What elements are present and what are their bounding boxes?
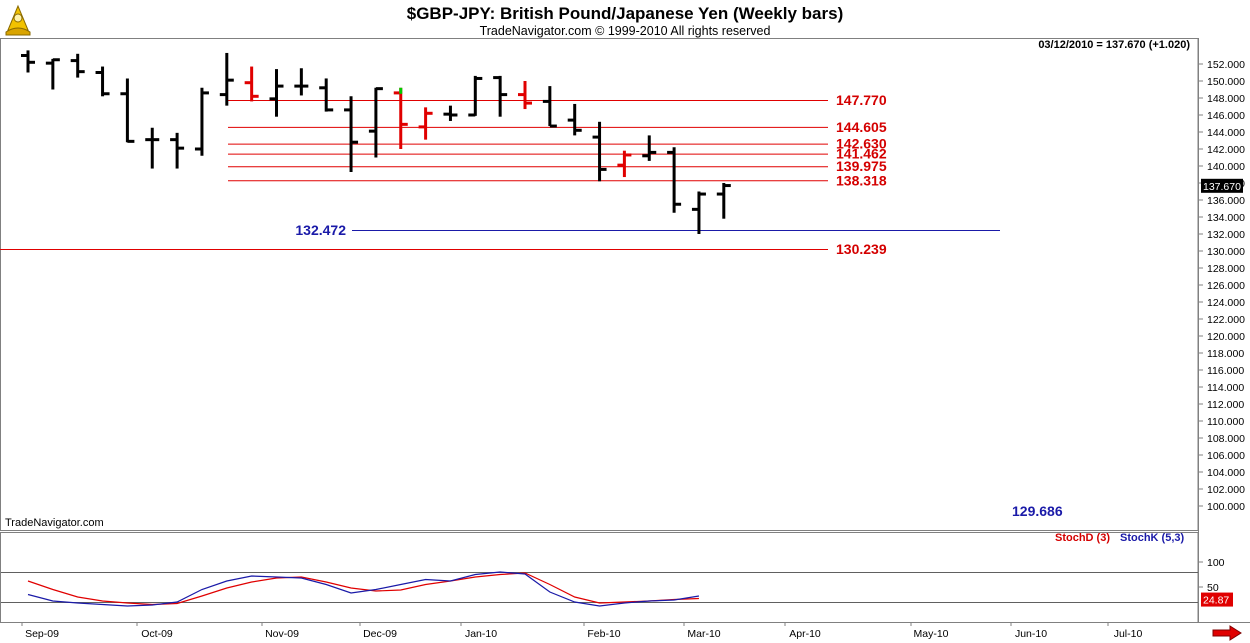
level-label: 130.239 (836, 241, 887, 257)
y-tick-label: 136.000 (1207, 195, 1245, 207)
stochd-line (27, 572, 699, 606)
y-tick-label: 118.000 (1207, 348, 1244, 360)
ohlc-bar (244, 66, 259, 102)
y-tick-label: 148.000 (1207, 93, 1245, 105)
y-tick-label: 126.000 (1207, 280, 1245, 292)
ohlc-bar (642, 135, 657, 161)
y-tick-label: 112.000 (1207, 399, 1244, 411)
ohlc-bar (493, 75, 508, 117)
y-tick-label: 140.000 (1207, 161, 1245, 173)
y-tick-label: 104.000 (1207, 467, 1245, 479)
ind-y-tick-label: 100 (1207, 557, 1225, 569)
y-tick-label: 116.000 (1207, 365, 1244, 377)
level-label: 139.975 (836, 158, 887, 174)
y-tick-label: 142.000 (1207, 144, 1245, 156)
y-tick-label: 124.000 (1207, 297, 1245, 309)
ohlc-bar (194, 87, 209, 156)
ind-y-tick-label: 50 (1207, 582, 1219, 594)
scroll-right-arrow-icon[interactable] (1212, 625, 1242, 641)
ohlc-bar (120, 78, 135, 143)
y-tick-label: 106.000 (1207, 450, 1245, 462)
ohlc-bar (667, 147, 682, 213)
x-tick-label: Nov-09 (265, 628, 299, 640)
y-tick-label: 144.000 (1207, 127, 1245, 139)
legend-stochd: StochD (3) (1055, 532, 1110, 544)
ohlc-bar (542, 86, 557, 128)
x-tick-label: Oct-09 (141, 628, 173, 640)
level-label: 138.318 (836, 172, 887, 188)
x-tick-label: Jun-10 (1015, 628, 1047, 640)
ohlc-bar (518, 81, 532, 110)
y-tick-label: 132.000 (1207, 229, 1245, 241)
x-tick-label: Dec-09 (363, 628, 397, 640)
ohlc-bar (418, 107, 433, 140)
last-price-badge (1201, 178, 1243, 193)
ohlc-bar (691, 191, 706, 234)
ohlc-bar (567, 103, 582, 136)
last-price-label: 137.670 (1203, 181, 1241, 193)
chart-title: $GBP-JPY: British Pound/Japanese Yen (We… (406, 4, 844, 23)
ohlc-bar (269, 69, 284, 117)
y-tick-label: 146.000 (1207, 110, 1245, 122)
x-tick-label: May-10 (913, 628, 948, 640)
y-tick-label: 128.000 (1207, 263, 1245, 275)
ohlc-bar (319, 78, 334, 112)
ohlc-bar (21, 50, 35, 73)
ind-last-label: 24.87 (1203, 595, 1229, 607)
ohlc-bar (617, 150, 632, 178)
ohlc-bar (716, 183, 731, 219)
level-label: 141.462 (836, 146, 887, 162)
y-tick-label: 122.000 (1207, 314, 1245, 326)
indicator-plot-frame (0, 532, 1199, 623)
ohlc-bar (70, 53, 85, 78)
ohlc-bar (443, 105, 458, 121)
ohlc-bar (393, 87, 408, 149)
x-tick-label: Feb-10 (587, 628, 620, 640)
ohlc-bar (219, 52, 234, 106)
ohlc-bar (368, 87, 383, 158)
y-tick-label: 102.000 (1207, 484, 1245, 496)
level-label: 147.770 (836, 92, 887, 108)
y-tick-label: 110.000 (1207, 416, 1244, 428)
x-tick-label: Mar-10 (687, 628, 720, 640)
watermark: TradeNavigator.com (5, 517, 104, 529)
extra-level-label: 129.686 (1012, 503, 1063, 519)
y-tick-label: 152.000 (1207, 59, 1245, 71)
chart-subtitle: TradeNavigator.com © 1999-2010 All right… (479, 24, 771, 38)
x-tick-label: Jan-10 (465, 628, 497, 640)
ind-last-badge (1201, 592, 1233, 607)
level-label: 132.472 (295, 222, 346, 238)
price-plot-frame (0, 38, 1199, 531)
y-tick-label: 100.000 (1207, 501, 1245, 513)
ohlc-bar (294, 68, 309, 96)
y-tick-label: 120.000 (1207, 331, 1245, 343)
legend-stochk: StochK (5,3) (1120, 532, 1185, 544)
level-label: 144.605 (836, 119, 887, 135)
y-tick-label: 130.000 (1207, 246, 1245, 258)
x-tick-label: Apr-10 (789, 628, 821, 640)
sextant-logo-icon (5, 4, 31, 36)
last-price-stamp: 03/12/2010 = 137.670 (+1.020) (1038, 39, 1190, 51)
ohlc-bar (592, 121, 607, 182)
ohlc-bar (95, 66, 110, 97)
ohlc-bar (170, 132, 185, 169)
ohlc-bar (145, 127, 160, 169)
y-tick-label: 108.000 (1207, 433, 1245, 445)
x-tick-label: Sep-09 (25, 628, 59, 640)
x-tick-label: Jul-10 (1114, 628, 1143, 640)
level-label: 142.630 (836, 136, 887, 152)
y-tick-label: 114.000 (1207, 382, 1244, 394)
y-tick-label: 150.000 (1207, 76, 1245, 88)
ohlc-bar (344, 96, 359, 172)
ohlc-bar (45, 58, 60, 90)
stochk-line (27, 571, 700, 607)
ohlc-bar (468, 75, 483, 117)
y-tick-label: 134.000 (1207, 212, 1245, 224)
